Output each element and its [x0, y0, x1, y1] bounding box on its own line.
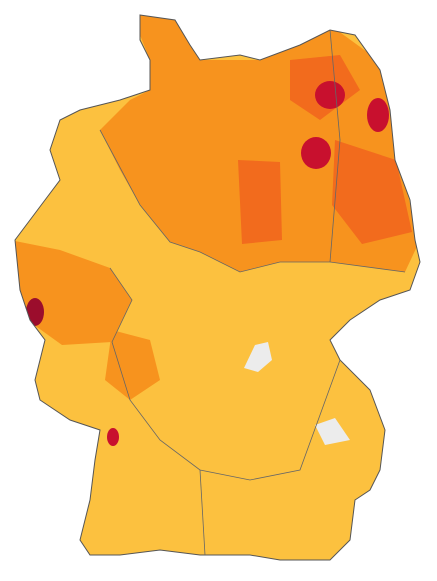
region-red	[301, 137, 331, 169]
region-red	[315, 81, 345, 109]
state-border	[109, 267, 341, 481]
region-rhine	[105, 330, 160, 400]
state-borders	[99, 29, 406, 556]
state-border	[199, 469, 206, 556]
region-saxony-anhalt	[238, 160, 282, 244]
region-red	[107, 428, 119, 446]
region-red	[367, 98, 389, 132]
state-border	[329, 29, 341, 263]
country-outline	[14, 14, 421, 561]
region-no-data	[244, 342, 272, 372]
region-dark-red	[26, 298, 44, 326]
region-brandenburg	[332, 140, 412, 244]
state-border	[99, 129, 406, 273]
region-no-data	[315, 418, 350, 445]
